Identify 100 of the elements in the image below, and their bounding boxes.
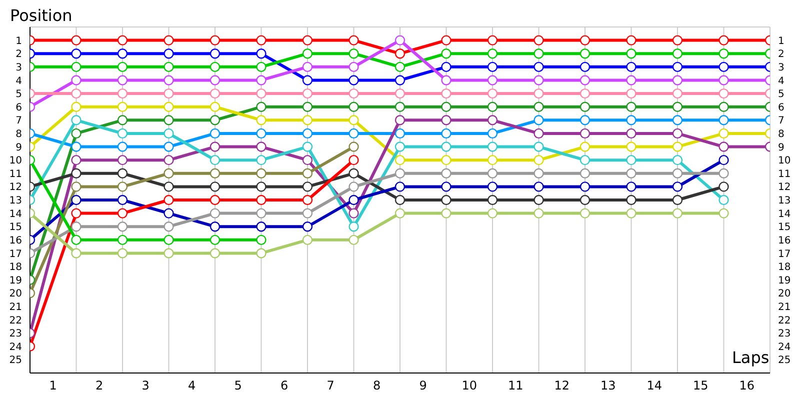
point <box>164 115 174 126</box>
point <box>117 234 128 246</box>
point <box>394 208 406 218</box>
point <box>210 154 220 166</box>
point <box>256 35 266 46</box>
x-tick-label: 7 <box>326 378 334 393</box>
point <box>718 48 729 59</box>
point <box>626 182 636 192</box>
point <box>210 75 220 86</box>
point <box>348 75 359 86</box>
point <box>164 168 174 178</box>
point <box>164 142 174 152</box>
point <box>302 115 313 126</box>
x-tick-label: 13 <box>600 378 616 393</box>
y-tick-label: 7 <box>16 116 22 127</box>
y-tick-label: 19 <box>9 275 22 286</box>
y-tick-label: 15 <box>9 222 22 234</box>
point <box>718 168 729 178</box>
y-tick-label: 2 <box>16 49 22 60</box>
point <box>302 142 313 152</box>
x-tick-label: 15 <box>692 378 708 393</box>
point <box>718 115 729 126</box>
point <box>348 48 359 59</box>
y2-tick-label: 2 <box>778 49 784 60</box>
point <box>117 128 128 139</box>
point <box>164 75 174 86</box>
point <box>394 48 406 59</box>
point <box>71 102 82 112</box>
point <box>256 248 266 258</box>
point <box>210 62 220 72</box>
y2-tick-label: 17 <box>778 248 791 260</box>
point <box>580 142 590 152</box>
point <box>256 142 266 152</box>
point <box>441 62 452 72</box>
point <box>348 35 359 46</box>
point <box>718 75 729 86</box>
point <box>441 48 452 59</box>
point <box>164 102 174 112</box>
point <box>210 142 220 152</box>
point <box>672 48 683 59</box>
point <box>256 234 266 246</box>
point <box>164 234 174 246</box>
point <box>164 248 174 258</box>
point <box>71 48 82 59</box>
y2-tick-label: 7 <box>778 116 784 127</box>
point <box>718 194 729 206</box>
point <box>164 128 174 139</box>
point <box>164 194 174 206</box>
point <box>210 168 220 178</box>
y-tick-label: 9 <box>16 142 22 154</box>
y-tick-label: 21 <box>9 302 22 314</box>
y-tick-label: 20 <box>9 288 22 300</box>
point <box>71 222 82 232</box>
x-axis-title: Laps <box>732 348 770 367</box>
point <box>718 62 729 72</box>
point <box>302 88 313 99</box>
point <box>71 182 82 192</box>
point <box>71 168 82 178</box>
point <box>71 128 82 139</box>
point <box>117 222 128 232</box>
x-tick-label: 6 <box>280 378 288 393</box>
y2-tick-label: 10 <box>778 156 791 167</box>
point <box>256 75 266 86</box>
point <box>117 168 128 178</box>
point <box>394 128 406 139</box>
point <box>626 168 636 178</box>
point <box>534 62 544 72</box>
point <box>441 75 452 86</box>
point <box>256 115 266 126</box>
point <box>534 102 544 112</box>
y2-tick-label: 8 <box>778 129 784 140</box>
x-tick-label: 11 <box>508 378 524 393</box>
point <box>164 62 174 72</box>
point <box>71 208 82 218</box>
y2-tick-label: 19 <box>778 275 791 286</box>
x-tick-label: 10 <box>462 378 478 393</box>
point <box>302 35 313 46</box>
point <box>672 168 683 178</box>
point <box>71 62 82 72</box>
x-tick-label: 16 <box>739 378 755 393</box>
point <box>302 194 313 206</box>
point <box>441 102 452 112</box>
point <box>441 128 452 139</box>
y-tick-label: 5 <box>16 89 22 100</box>
point <box>117 48 128 59</box>
point <box>718 182 729 192</box>
point <box>441 154 452 166</box>
y2-tick-label: 24 <box>778 342 791 353</box>
y2-tick-label: 23 <box>778 328 791 340</box>
y2-tick-label: 15 <box>778 222 791 234</box>
point <box>580 115 590 126</box>
point <box>394 88 406 99</box>
point <box>348 168 359 178</box>
point <box>71 142 82 152</box>
point <box>672 88 683 99</box>
point <box>580 208 590 218</box>
point <box>672 154 683 166</box>
point <box>302 75 313 86</box>
point <box>394 182 406 192</box>
point <box>626 102 636 112</box>
